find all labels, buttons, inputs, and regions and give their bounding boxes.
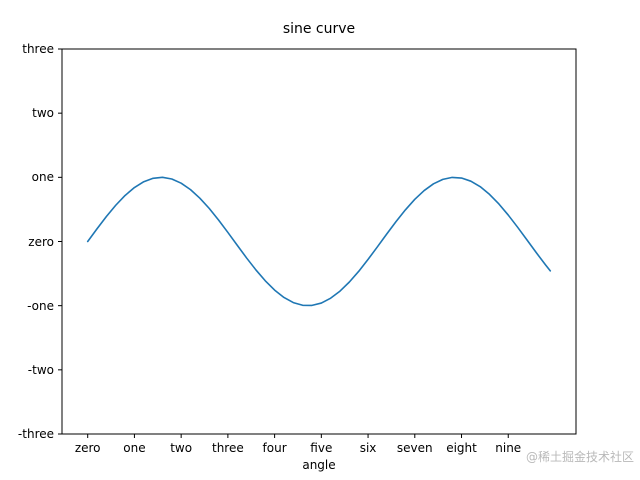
y-tick-label: -two <box>27 362 54 377</box>
x-axis-label: angle <box>302 458 336 472</box>
y-tick-label: -three <box>17 427 54 441</box>
x-tick-label: zero <box>74 441 101 455</box>
x-tick-label: seven <box>396 441 433 455</box>
x-tick-label: four <box>262 441 287 455</box>
x-tick-label: six <box>359 441 377 455</box>
x-tick-label: one <box>123 441 146 455</box>
y-tick-label: three <box>22 42 54 56</box>
y-tick-label: -one <box>27 298 54 313</box>
y-tick-label: one <box>31 170 54 185</box>
y-tick-label: two <box>32 106 54 121</box>
x-tick-label: eight <box>446 441 477 455</box>
y-tick-label: zero <box>28 234 54 249</box>
x-tick-label: two <box>170 441 193 455</box>
x-tick-label: five <box>310 441 333 455</box>
x-tick-label: three <box>212 441 244 455</box>
watermark: @稀土掘金技术社区 <box>525 450 634 464</box>
sine-curve-line <box>86 176 552 307</box>
axes-frame <box>61 48 577 435</box>
x-tick-label: nine <box>495 441 522 455</box>
plot-title: sine curve <box>282 21 356 37</box>
